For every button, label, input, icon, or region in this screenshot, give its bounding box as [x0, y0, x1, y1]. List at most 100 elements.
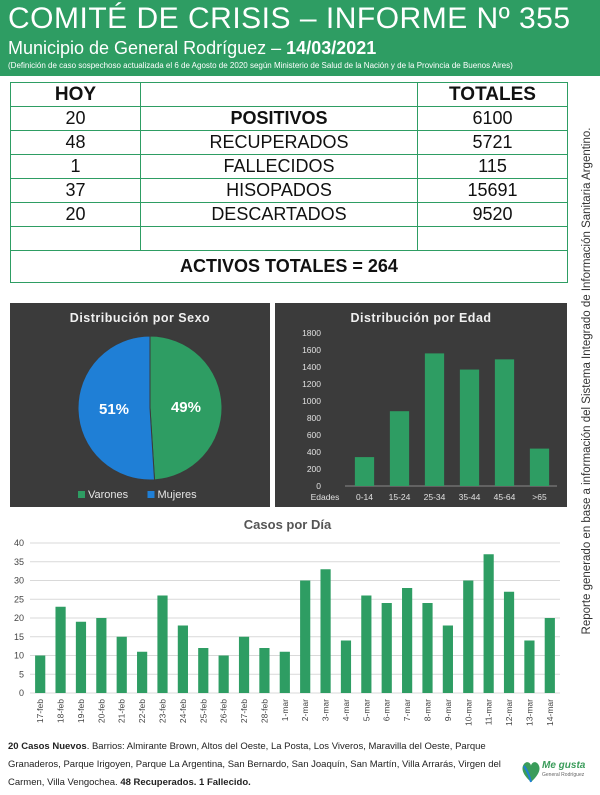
empty-cell [10, 226, 141, 251]
row-label: HISOPADOS [140, 178, 418, 203]
x-tick-label: 20-feb [96, 699, 106, 723]
daily-bar [422, 603, 433, 693]
daily-bar [75, 621, 87, 693]
x-tick-label: 0-14 [356, 492, 373, 502]
x-tick-label: 21-feb [117, 699, 127, 723]
x-tick-label: 24-feb [178, 699, 188, 723]
daily-bar [463, 580, 474, 693]
daily-bar [340, 640, 352, 693]
y-tick-label: 40 [14, 538, 24, 548]
y-tick-label: 200 [307, 464, 321, 474]
table-row-hisopados: 37 HISOPADOS 15691 [10, 178, 568, 203]
age-bar [459, 369, 480, 486]
daily-bar [35, 655, 46, 693]
daily-bar [544, 618, 555, 693]
definition-note: (Definición de caso sospechoso actualiza… [8, 61, 513, 70]
hoy-value: 37 [10, 178, 141, 203]
daily-bar [137, 651, 148, 693]
daily-bar [55, 606, 66, 693]
col-header-today: HOY [10, 82, 141, 107]
x-tick-label: 5-mar [361, 699, 371, 721]
age-chart-title: Distribución por Edad [350, 311, 492, 325]
report-subtitle: Municipio de General Rodríguez – 14/03/2… [8, 38, 376, 59]
y-tick-label: 400 [307, 447, 321, 457]
y-tick-label: 0 [316, 481, 321, 491]
sex-pie-chart: 49% 51% Varones Mujeres [77, 335, 223, 501]
x-tick-label: 17-feb [35, 699, 45, 723]
y-tick-label: 25 [14, 594, 24, 604]
y-tick-label: 1000 [302, 396, 321, 406]
x-tick-label: 14-mar [545, 699, 555, 726]
col-header-blank [140, 82, 418, 107]
table-row-empty [10, 226, 568, 251]
x-tick-label: 28-feb [259, 699, 269, 723]
stats-table: HOY TOTALES 20 POSITIVOS 6100 48 RECUPER… [10, 82, 568, 283]
x-tick-label: 18-feb [56, 699, 66, 723]
hoy-value: 1 [10, 154, 141, 179]
y-tick-label: 1200 [302, 379, 321, 389]
x-axis-caption: Edades [311, 492, 340, 502]
daily-bar [524, 640, 535, 693]
report-header: COMITÉ DE CRISIS – INFORME Nº 355 Munici… [0, 0, 600, 76]
col-header-total: TOTALES [417, 82, 568, 107]
hoy-value: 48 [10, 130, 141, 155]
row-label: DESCARTADOS [140, 202, 418, 227]
daily-bar [402, 588, 413, 693]
x-tick-label: 10-mar [463, 699, 473, 726]
x-tick-label: 2-mar [300, 699, 310, 721]
daily-bar [320, 569, 331, 693]
x-tick-label: 6-mar [382, 699, 392, 721]
empty-cell [140, 226, 418, 251]
x-tick-label: 45-64 [494, 492, 516, 502]
y-tick-label: 10 [14, 651, 24, 661]
x-tick-label: 12-mar [504, 699, 514, 726]
daily-bar [177, 625, 188, 693]
daily-bar [157, 595, 168, 693]
barrios-list: . Barrios: Almirante Brown, Altos del Oe… [8, 741, 501, 788]
x-tick-label: >65 [532, 492, 547, 502]
table-row-descartados: 20 DESCARTADOS 9520 [10, 202, 568, 227]
legend-swatch [147, 491, 155, 498]
report-date: 14/03/2021 [286, 38, 377, 58]
daily-bar [279, 651, 290, 693]
x-tick-label: 27-feb [239, 699, 249, 723]
table-header-row: HOY TOTALES [10, 82, 568, 107]
x-tick-label: 35-44 [459, 492, 481, 502]
daily-bar [238, 636, 250, 693]
sex-chart-title: Distribución por Sexo [69, 311, 211, 325]
daily-bar [198, 648, 209, 693]
x-tick-label: 4-mar [341, 699, 351, 721]
sex-distribution-panel: Distribución por Sexo 49% 51% Varones Mujer… [10, 303, 270, 507]
y-tick-label: 1600 [302, 345, 321, 355]
total-value: 9520 [417, 202, 568, 227]
hoy-value: 20 [10, 202, 141, 227]
age-bar [354, 457, 375, 486]
pie-data-label: 51% [99, 401, 129, 418]
logo-text: Me gusta [542, 760, 586, 771]
x-tick-label: 15-24 [389, 492, 411, 502]
daily-bar [218, 655, 229, 693]
empty-cell [417, 226, 568, 251]
daily-bar [300, 580, 311, 693]
y-tick-label: 35 [14, 557, 24, 567]
x-tick-label: 25-feb [198, 699, 208, 723]
age-bar [494, 359, 515, 486]
row-label: FALLECIDOS [140, 154, 418, 179]
activos-totales: ACTIVOS TOTALES = 264 [10, 250, 568, 283]
logo-subtext: General Rodríguez [542, 772, 585, 778]
y-tick-label: 5 [19, 669, 24, 679]
y-tick-label: 0 [19, 688, 24, 698]
y-tick-label: 30 [14, 576, 24, 586]
new-cases-count: 20 Casos Nuevos [8, 741, 87, 752]
daily-cases-title: Casos por Día [243, 517, 332, 532]
y-tick-label: 15 [14, 632, 24, 642]
legend-label: Mujeres [158, 489, 198, 501]
pie-data-label: 49% [171, 399, 201, 416]
age-distribution-panel: Distribución por Edad 0 200 400 600 800 1000 1… [275, 303, 567, 507]
daily-bar [483, 554, 494, 693]
side-note: Reporte generado en base a información d… [580, 86, 594, 676]
total-value: 15691 [417, 178, 568, 203]
pie-slice-mujeres [77, 335, 156, 481]
table-row-activos: ACTIVOS TOTALES = 264 [10, 250, 568, 283]
pie-slice-varones [149, 335, 223, 481]
